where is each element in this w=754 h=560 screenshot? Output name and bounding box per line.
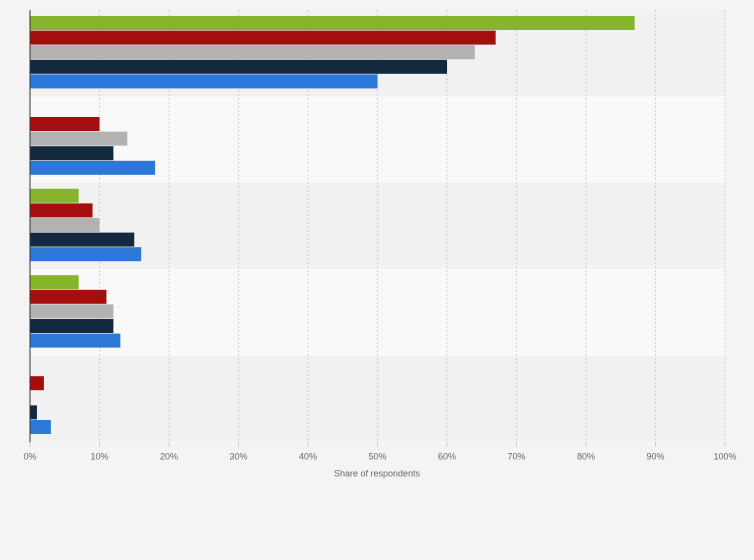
x-tick-label: 90% <box>646 451 664 461</box>
bar <box>30 74 378 89</box>
x-tick-label: 60% <box>438 451 456 461</box>
x-tick-label: 100% <box>713 451 736 461</box>
bar <box>30 131 128 146</box>
bar <box>30 304 114 319</box>
bar <box>30 203 93 218</box>
x-tick-label: 80% <box>577 451 595 461</box>
bar <box>30 218 100 232</box>
x-tick-label: 50% <box>368 451 386 461</box>
bar <box>30 16 635 30</box>
bar <box>30 146 114 161</box>
x-tick-label: 20% <box>160 451 178 461</box>
bar <box>30 289 107 304</box>
x-tick-label: 10% <box>90 451 108 461</box>
bar <box>30 420 51 434</box>
x-tick-label: 70% <box>507 451 525 461</box>
bar <box>30 275 79 290</box>
bar <box>30 188 79 203</box>
bar <box>30 59 447 74</box>
bar <box>30 376 44 391</box>
bar <box>30 405 37 420</box>
bar <box>30 30 496 45</box>
bar <box>30 45 475 60</box>
x-tick-label: 0% <box>23 451 36 461</box>
bar <box>30 319 114 333</box>
bar <box>30 232 135 247</box>
x-tick-label: 40% <box>299 451 317 461</box>
bar <box>30 117 100 131</box>
x-tick-label: 30% <box>229 451 247 461</box>
bar <box>30 160 156 175</box>
bar <box>30 247 142 262</box>
x-axis-label: Share of respondents <box>334 468 421 478</box>
bar <box>30 333 121 348</box>
